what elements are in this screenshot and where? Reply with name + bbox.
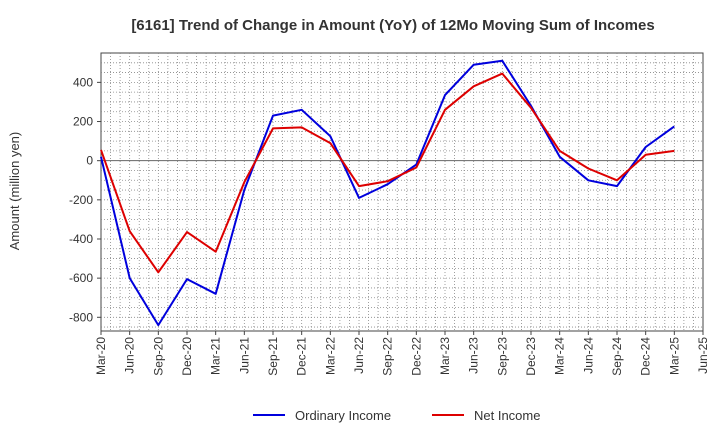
x-tick-label: Mar-23 [438,337,452,375]
legend-label: Net Income [474,408,540,423]
x-tick-label: Dec-20 [180,337,194,376]
y-tick-label: -800 [69,310,93,324]
series-line-ordinary-income [100,59,675,327]
x-tick-label: Jun-23 [467,337,481,374]
series-lines [100,59,675,327]
x-tick-label: Sep-21 [266,337,280,376]
y-tick-label: 0 [86,154,93,168]
x-tick-label: Sep-23 [495,337,509,376]
plot-area [100,52,704,332]
x-tick-label: Mar-20 [94,337,108,375]
x-tick-label: Jun-20 [123,337,137,374]
x-tick-label: Sep-22 [381,337,395,376]
legend-label: Ordinary Income [295,408,391,423]
x-tick-label: Mar-24 [553,337,567,375]
x-tick-label: Jun-22 [352,337,366,374]
x-tick-label: Sep-20 [151,337,165,376]
x-tick-label: Dec-23 [524,337,538,376]
y-tick-label: -200 [69,193,93,207]
x-tick-label: Dec-24 [639,337,653,376]
y-tick-label: 200 [73,115,93,129]
x-tick-label: Mar-22 [323,337,337,375]
x-tick-label: Dec-22 [409,337,423,376]
x-tick-label: Jun-21 [237,337,251,374]
grid [101,53,703,331]
x-tick-label: Jun-25 [696,337,710,374]
x-tick-label: Mar-21 [209,337,223,375]
y-tick-label: 400 [73,75,93,89]
y-tick-label: -400 [69,232,93,246]
series-line-net-income [100,72,675,274]
x-tick-label: Dec-21 [295,337,309,376]
legend: Ordinary Income Net Income [253,408,540,423]
chart-title: [6161] Trend of Change in Amount (YoY) o… [131,17,654,34]
y-axis-label: Amount (million yen) [7,132,22,251]
x-tick-label: Mar-25 [667,337,681,375]
y-tick-label: -600 [69,271,93,285]
x-tick-label: Jun-24 [581,337,595,374]
x-tick-label: Sep-24 [610,337,624,376]
